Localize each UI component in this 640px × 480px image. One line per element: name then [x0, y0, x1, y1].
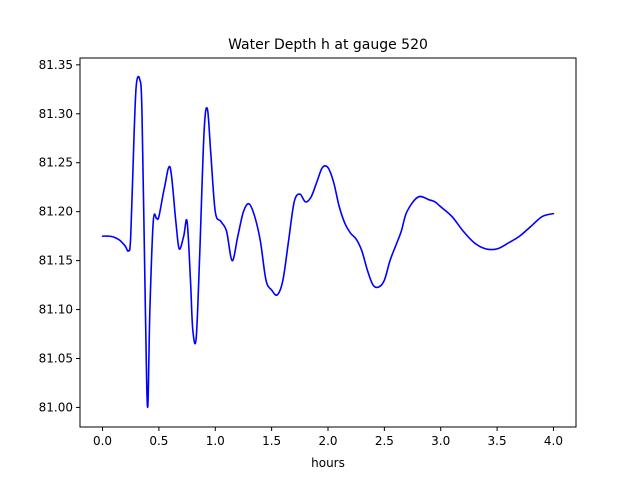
- x-axis-label: hours: [311, 456, 345, 470]
- ticks-layer: 0.0 0.5 1.0 1.5 2.0 2.5 3.0 3.5 4.0 81.00 81.05 81.…: [39, 58, 563, 448]
- y-tick-label: 81.05: [39, 351, 73, 365]
- plot-frame: [79, 57, 577, 428]
- y-tick-label: 81.15: [39, 254, 73, 268]
- x-tick-label: 2.5: [375, 434, 394, 448]
- x-tick-label: 3.5: [488, 434, 507, 448]
- y-tick-label: 81.20: [39, 205, 73, 219]
- series-line: [101, 75, 555, 409]
- x-tick-label: 0.5: [149, 434, 168, 448]
- chart-title: Water Depth h at gauge 520: [228, 37, 428, 53]
- x-tick-label: 4.0: [544, 434, 563, 448]
- y-tick-label: 81.00: [39, 400, 73, 414]
- y-tick-label: 81.30: [39, 107, 73, 121]
- y-tick-label: 81.25: [39, 156, 73, 170]
- x-tick-label: 2.0: [318, 434, 337, 448]
- x-tick-label: 1.5: [262, 434, 281, 448]
- y-tick-label: 81.35: [39, 58, 73, 72]
- plot-area: [80, 58, 576, 427]
- series-layer: [101, 75, 555, 409]
- y-tick-label: 81.10: [39, 303, 73, 317]
- x-tick-label: 0.0: [93, 434, 112, 448]
- x-tick-label: 3.0: [431, 434, 450, 448]
- x-tick-label: 1.0: [206, 434, 225, 448]
